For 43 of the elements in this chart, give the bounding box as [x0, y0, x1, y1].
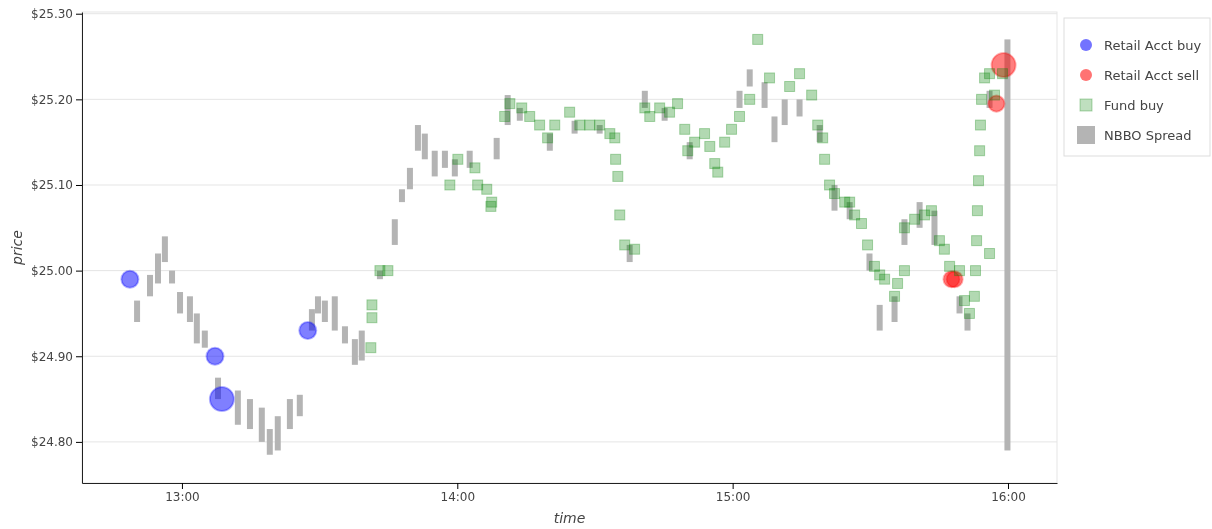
y-tick-label: $24.90: [31, 349, 73, 364]
bar: [876, 304, 883, 331]
y-tick-label: $25.00: [31, 263, 73, 278]
bar: [391, 219, 398, 245]
x-tick-label: 13:00: [165, 489, 200, 504]
y-tick-label: $25.10: [31, 178, 73, 193]
bar: [147, 274, 154, 297]
bar: [201, 330, 208, 348]
bar: [331, 296, 338, 331]
bar: [134, 300, 141, 322]
bar: [796, 99, 803, 117]
bar: [258, 407, 265, 442]
bar: [296, 394, 303, 417]
bar: [177, 292, 184, 314]
y-tick-label: $25.30: [31, 7, 73, 22]
bar: [901, 219, 908, 245]
legend-label: Retail Acct sell: [1104, 68, 1200, 83]
bar: [169, 270, 176, 284]
legend-label: Fund buy: [1104, 98, 1165, 113]
legend-label: NBBO Spread: [1104, 128, 1192, 143]
bar: [234, 390, 241, 425]
bar: [398, 189, 405, 203]
bar: [341, 326, 348, 344]
bar: [215, 377, 222, 400]
x-tick-label: 15:00: [715, 489, 751, 504]
legend-label: Retail Acct buy: [1104, 38, 1202, 53]
bar: [771, 116, 778, 143]
y-axis-title: price: [9, 230, 25, 266]
bar: [406, 167, 413, 190]
bar: [493, 137, 500, 160]
bar: [274, 416, 281, 451]
x-axis-title: time: [553, 510, 586, 526]
bar: [441, 150, 448, 168]
y-tick-label: $25.20: [31, 92, 73, 107]
bar: [746, 69, 753, 87]
x-tick-label: 14:00: [440, 489, 476, 504]
bar: [286, 399, 293, 430]
bar: [431, 150, 438, 177]
x-tick-label: 16:00: [991, 489, 1026, 504]
bar: [246, 399, 253, 430]
bar: [781, 99, 788, 126]
bar: [266, 429, 273, 455]
y-tick-label: $24.80: [31, 435, 73, 450]
